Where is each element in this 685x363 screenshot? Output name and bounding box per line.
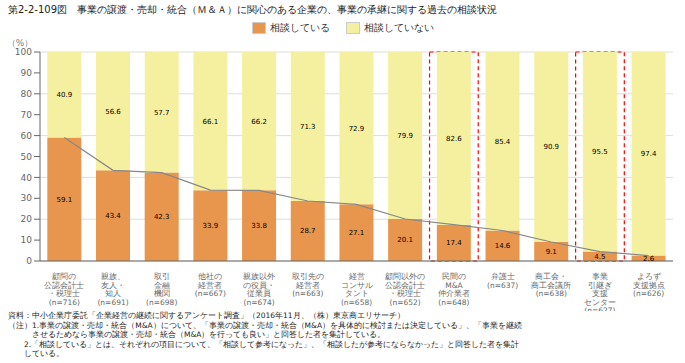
svg-text:取引金融機関(n=698): 取引金融機関(n=698) — [146, 272, 177, 307]
svg-text:40.9: 40.9 — [57, 91, 73, 99]
svg-text:100: 100 — [15, 47, 32, 57]
svg-text:他社の経営者(n=667): 他社の経営者(n=667) — [195, 272, 226, 298]
svg-text:20: 20 — [21, 214, 33, 224]
svg-text:59.1: 59.1 — [57, 196, 73, 204]
html-text:相談していない: 相談していない — [363, 22, 434, 33]
html-text:相談している: 相談している — [269, 22, 330, 33]
svg-text:95.5: 95.5 — [592, 148, 608, 156]
svg-text:33.9: 33.9 — [203, 222, 219, 230]
svg-text:9.1: 9.1 — [546, 248, 557, 256]
svg-text:66.1: 66.1 — [203, 118, 219, 126]
svg-text:43.4: 43.4 — [105, 212, 121, 220]
svg-text:97.4: 97.4 — [641, 150, 657, 158]
svg-text:71.3: 71.3 — [300, 123, 316, 131]
svg-text:80: 80 — [21, 89, 33, 99]
html-text:させるためなら事業の譲渡・売却・統合（M&A）を行っても良い: させるためなら事業の譲渡・売却・統合（M&A）を行っても良い」と回答した者を集計… — [8, 330, 386, 339]
html-text:（注）1.事業の譲渡・売却・統合（M&A）について、「事業の: （注）1.事業の譲渡・売却・統合（M&A）について、「事業の譲渡・売却・統合（M… — [8, 320, 523, 330]
svg-text:（%）: （%） — [7, 38, 34, 48]
svg-text:経営コンサルタント(n=658): 経営コンサルタント(n=658) — [341, 272, 373, 307]
svg-text:親族、友人・知人(n=691): 親族、友人・知人(n=691) — [97, 272, 128, 307]
html-text:している。: している。 — [8, 349, 64, 358]
svg-text:50: 50 — [21, 152, 33, 162]
svg-text:14.6: 14.6 — [495, 242, 511, 250]
svg-text:10: 10 — [21, 235, 33, 245]
svg-text:事業引継ぎ支援センター(n=627): 事業引継ぎ支援センター(n=627) — [584, 272, 616, 311]
svg-text:57.7: 57.7 — [154, 109, 170, 117]
svg-text:0: 0 — [26, 256, 32, 266]
svg-text:28.7: 28.7 — [300, 227, 316, 235]
svg-text:よろず支援拠点(n=626): よろず支援拠点(n=626) — [633, 272, 665, 298]
svg-text:顧問以外の公認会計士・税理士(n=652): 顧問以外の公認会計士・税理士(n=652) — [385, 272, 425, 307]
svg-text:27.1: 27.1 — [349, 229, 365, 237]
svg-text:17.4: 17.4 — [446, 239, 462, 247]
svg-text:66.2: 66.2 — [251, 118, 267, 126]
svg-text:56.6: 56.6 — [105, 108, 121, 116]
svg-text:顧問の公認会計士・税理士(n=716): 顧問の公認会計士・税理士(n=716) — [44, 272, 84, 307]
svg-text:60: 60 — [21, 131, 33, 141]
svg-text:79.9: 79.9 — [397, 132, 413, 140]
html-text:資料：中小企業庁委託「企業経営の継続に関するアンケート調査」: 資料：中小企業庁委託「企業経営の継続に関するアンケート調査」（2016年11月、… — [8, 311, 405, 320]
svg-text:商工会・商工会議所(n=638): 商工会・商工会議所(n=638) — [531, 272, 571, 298]
svg-text:弁護士(n=637): 弁護士(n=637) — [487, 272, 518, 290]
svg-text:85.4: 85.4 — [495, 138, 511, 146]
svg-text:民間のM&A仲介業者(n=648): 民間のM&A仲介業者(n=648) — [438, 272, 470, 307]
html-text:第2-2-109図 事業の譲渡・売却・統合（Ｍ＆Ａ）に関心の: 第2-2-109図 事業の譲渡・売却・統合（Ｍ＆Ａ）に関心のある企業の、事業の承… — [8, 4, 497, 15]
svg-text:70: 70 — [21, 110, 33, 120]
svg-text:4.5: 4.5 — [594, 253, 605, 261]
svg-text:30: 30 — [21, 193, 33, 203]
svg-text:90.9: 90.9 — [543, 143, 559, 151]
svg-text:親族以外の役員・従業員(n=674): 親族以外の役員・従業員(n=674) — [243, 272, 275, 307]
svg-text:40: 40 — [21, 173, 33, 183]
html-text:2.「相談している」とは、それぞれの項目について、「相談して: 2.「相談している」とは、それぞれの項目について、「相談して参考になった」、「相… — [8, 339, 520, 349]
svg-text:取引先の経営者(n=663): 取引先の経営者(n=663) — [292, 272, 324, 298]
svg-text:90: 90 — [21, 68, 33, 78]
svg-text:72.9: 72.9 — [349, 125, 365, 133]
svg-text:82.6: 82.6 — [446, 135, 462, 143]
svg-text:2.6: 2.6 — [643, 255, 655, 263]
svg-text:33.8: 33.8 — [251, 222, 267, 230]
svg-text:42.3: 42.3 — [154, 213, 170, 221]
svg-text:20.1: 20.1 — [397, 236, 413, 244]
